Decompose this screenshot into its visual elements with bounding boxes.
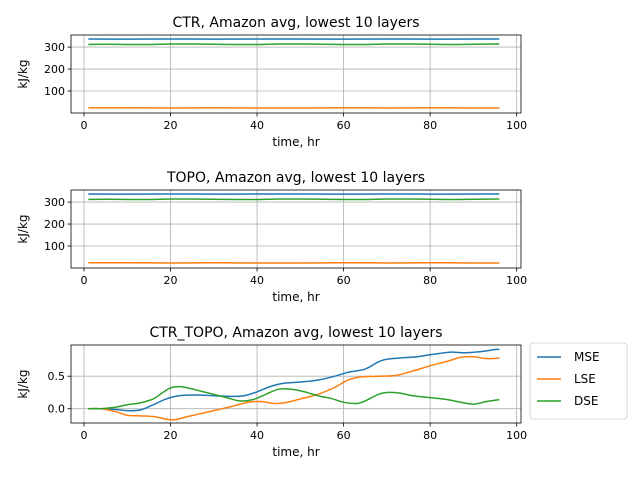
y-tick-label: 100 — [44, 85, 65, 98]
plot-frame — [70, 189, 522, 269]
x-tick-label: 40 — [250, 119, 264, 132]
series-line-dse — [88, 385, 500, 410]
x-tick-label: 20 — [164, 274, 178, 287]
chart-panel-2: 0 20 40 60 80 100 100 200 300 TOPO, Amazon avg, l… — [16, 170, 527, 304]
chart-title: CTR, Amazon avg, lowest 10 layers — [172, 15, 419, 31]
x-tick-label: 20 — [164, 429, 178, 442]
y-axis-label: kJ/kg — [16, 59, 30, 88]
x-tick-label: 80 — [423, 274, 437, 287]
x-tick-label: 40 — [250, 429, 264, 442]
legend-label-lse: LSE — [574, 372, 596, 386]
chart-panel-1: 0 20 40 60 80 100 100 200 300 CTR, Amazon avg, lo… — [16, 15, 527, 149]
x-tick-label: 80 — [423, 119, 437, 132]
series-line-1 — [88, 43, 500, 46]
x-axis-label: time, hr — [272, 445, 319, 459]
y-tick-label: 100 — [44, 240, 65, 253]
legend: MSE LSE DSE — [529, 342, 628, 420]
chart-title: CTR_TOPO, Amazon avg, lowest 10 layers — [149, 325, 442, 341]
x-tick-label: 100 — [506, 119, 527, 132]
x-tick-label: 100 — [506, 429, 527, 442]
y-tick-label: 200 — [44, 63, 65, 76]
legend-box — [529, 342, 628, 420]
x-tick-label: 60 — [337, 429, 351, 442]
x-tick-label: 0 — [80, 274, 87, 287]
y-tick-label: 0.0 — [48, 403, 66, 416]
legend-label-dse: DSE — [574, 394, 598, 408]
x-axis-label: time, hr — [272, 135, 319, 149]
legend-label-mse: MSE — [574, 350, 600, 364]
y-tick-label: 0.5 — [48, 370, 66, 383]
x-tick-label: 100 — [506, 274, 527, 287]
x-axis-label: time, hr — [272, 290, 319, 304]
y-tick-label: 200 — [44, 218, 65, 231]
series-line-mse — [88, 348, 500, 412]
x-tick-label: 0 — [80, 119, 87, 132]
x-tick-label: 60 — [337, 119, 351, 132]
plot-frame — [70, 344, 522, 424]
y-tick-label: 300 — [44, 196, 65, 209]
y-axis-label: kJ/kg — [16, 214, 30, 243]
series-line-1 — [88, 198, 500, 201]
series-line-lse — [88, 355, 500, 421]
x-tick-label: 80 — [423, 429, 437, 442]
x-tick-label: 60 — [337, 274, 351, 287]
chart-panel-3: 0 20 40 60 80 100 0.0 0.5 CTR_TOPO, Amazon avg, … — [16, 325, 628, 459]
chart-title: TOPO, Amazon avg, lowest 10 layers — [166, 170, 425, 186]
x-tick-label: 20 — [164, 119, 178, 132]
x-tick-label: 40 — [250, 274, 264, 287]
y-tick-label: 300 — [44, 41, 65, 54]
y-axis-label: kJ/kg — [16, 369, 30, 398]
x-tick-label: 0 — [80, 429, 87, 442]
plot-frame — [70, 34, 522, 114]
